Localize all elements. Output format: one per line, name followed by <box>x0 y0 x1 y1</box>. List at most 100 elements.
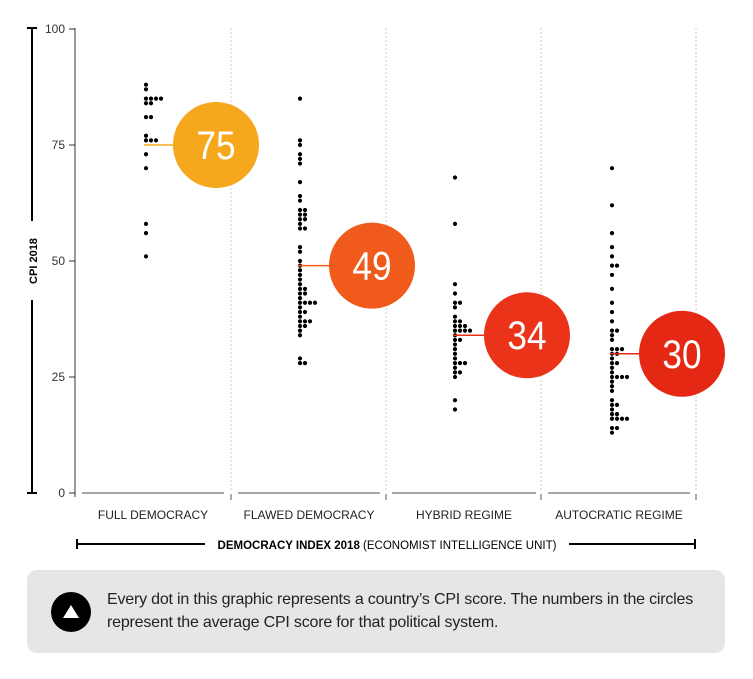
country-dot <box>148 138 154 143</box>
country-dot <box>297 217 303 222</box>
country-dot <box>307 300 313 305</box>
country-dot <box>297 360 303 366</box>
country-dot <box>452 175 458 180</box>
country-dot <box>297 258 303 264</box>
y-tick-label: 50 <box>52 254 66 268</box>
country-dot <box>609 263 615 268</box>
country-dot <box>609 286 615 291</box>
country-dot <box>609 347 615 352</box>
x-category-label: FULL DEMOCRACY <box>98 508 208 522</box>
average-value: 49 <box>352 244 391 289</box>
country-dot <box>143 138 149 143</box>
country-dot <box>609 370 615 375</box>
country-dot <box>609 231 615 236</box>
country-dot <box>609 328 615 333</box>
country-dot <box>452 407 458 412</box>
country-dot <box>143 101 149 106</box>
country-dot <box>452 374 458 380</box>
country-dot <box>619 416 625 421</box>
country-dot <box>467 328 473 333</box>
country-dot <box>452 305 458 310</box>
country-dot <box>462 360 468 366</box>
country-dot <box>297 323 303 329</box>
country-dot <box>297 296 303 301</box>
average-value: 34 <box>507 313 546 358</box>
country-dot <box>297 277 303 282</box>
country-dot <box>148 115 154 120</box>
country-dot <box>609 360 615 366</box>
country-dot <box>609 166 615 171</box>
country-dot <box>452 337 458 342</box>
country-dot <box>619 347 625 352</box>
country-dot <box>457 337 463 342</box>
country-dot <box>609 203 615 208</box>
country-dot <box>609 412 615 417</box>
country-dot <box>297 356 303 361</box>
average-value: 30 <box>662 332 701 377</box>
country-dot <box>609 384 615 389</box>
country-dot <box>143 221 149 226</box>
x-axis-title-bar <box>76 539 696 549</box>
country-dot <box>297 272 303 278</box>
country-dot <box>297 152 303 157</box>
country-dot <box>312 300 318 305</box>
country-dot <box>302 309 308 315</box>
country-dot <box>452 282 458 287</box>
country-dot <box>609 319 615 324</box>
triangle-up-icon <box>51 592 91 632</box>
explanation-note: Every dot in this graphic represents a c… <box>27 570 725 653</box>
x-category-label: HYBRID REGIME <box>416 508 512 522</box>
average-value: 75 <box>196 123 235 168</box>
country-dot <box>302 319 308 324</box>
country-dot <box>148 96 154 101</box>
x-axis-title: DEMOCRACY INDEX 2018 (ECONOMIST INTELLIG… <box>218 540 557 552</box>
country-dot <box>297 193 303 199</box>
country-dot <box>457 319 463 324</box>
average-bubbles: 75 49 34 30 <box>144 102 725 397</box>
country-dot <box>297 207 303 213</box>
cpi-democracy-chart: CPI 2018 0 25 50 75 100 FULL DEMOCRACY FLAWED… <box>27 22 725 552</box>
country-dot <box>302 323 308 329</box>
country-dot <box>452 300 458 305</box>
country-dot <box>452 365 458 370</box>
country-dot <box>609 416 615 421</box>
country-dot <box>297 333 303 338</box>
country-dot <box>462 323 468 329</box>
country-dot <box>609 272 615 278</box>
country-dot <box>609 356 615 361</box>
country-dot <box>452 356 458 361</box>
country-dot <box>297 221 303 226</box>
y-tick-label: 75 <box>52 138 66 152</box>
country-dot <box>452 328 458 333</box>
country-dot <box>609 379 615 384</box>
country-dots <box>143 82 630 435</box>
country-dot <box>302 286 308 291</box>
country-dot <box>302 300 308 305</box>
country-dot <box>609 398 615 403</box>
y-tick-label: 25 <box>52 370 66 384</box>
country-dot <box>302 360 308 366</box>
country-dot <box>452 323 458 329</box>
country-dot <box>457 328 463 333</box>
country-dot <box>452 319 458 324</box>
country-dot <box>297 138 303 143</box>
country-dot <box>297 286 303 291</box>
country-dot <box>143 87 149 92</box>
country-dot <box>297 156 303 162</box>
country-dot <box>609 402 615 407</box>
country-dot <box>452 342 458 347</box>
country-dot <box>143 133 149 138</box>
country-dot <box>297 328 303 333</box>
country-dot <box>302 212 308 217</box>
country-dot <box>143 115 149 120</box>
country-dot <box>609 388 615 394</box>
country-dot <box>452 314 458 319</box>
note-text: Every dot in this graphic represents a c… <box>107 591 694 631</box>
country-dot <box>297 226 303 231</box>
country-dot <box>307 319 313 324</box>
country-dot <box>609 244 615 250</box>
x-category-label: FLAWED DEMOCRACY <box>244 508 375 522</box>
country-dot <box>452 351 458 356</box>
y-axis-title: CPI 2018 <box>28 238 40 284</box>
country-dot <box>143 166 149 171</box>
